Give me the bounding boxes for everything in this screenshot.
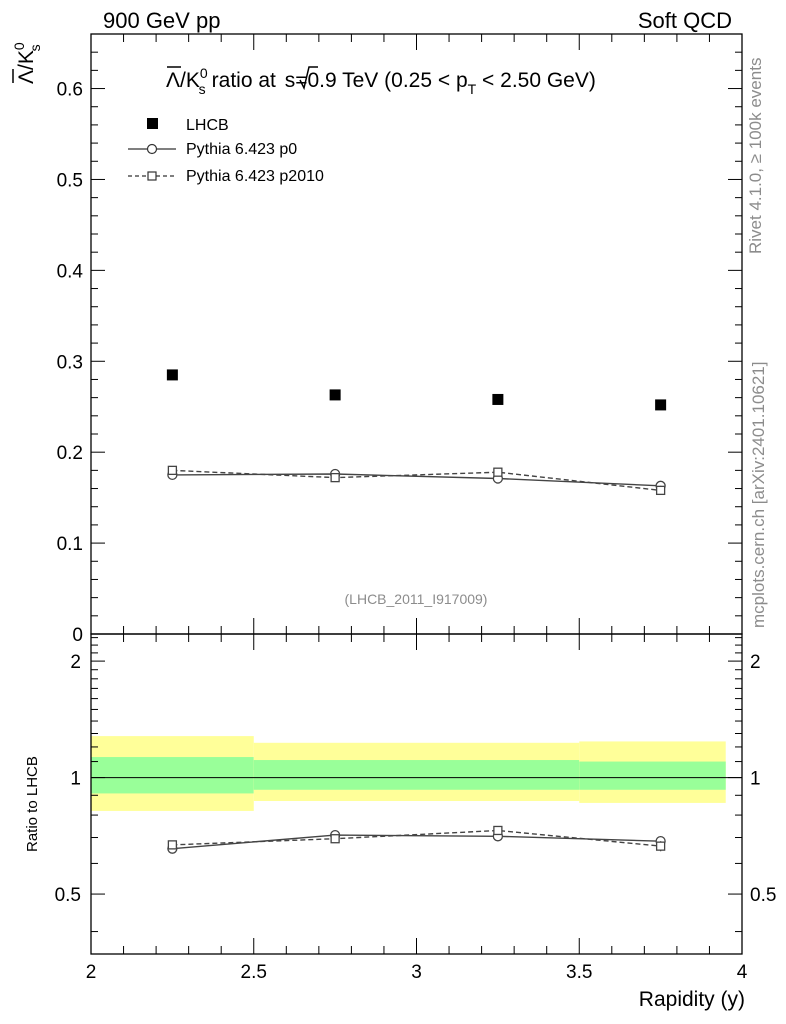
title-lambda: Λ [166,69,180,92]
title-energy: =0.9 TeV (0.25 < p [295,69,467,92]
legend-marker-lhcb [147,118,158,129]
ylabel-k-sub: s [27,44,43,51]
analysis-watermark: (LHCB_2011_I917009) [345,591,488,607]
title-sqrt-s: s [285,69,296,92]
main-ytick-label-0.2: 0.2 [57,443,83,464]
header-right: Soft QCD [638,8,732,33]
title-k-sup: 0 [200,65,208,81]
ratio-p2010-point [655,841,666,851]
main-ytick-label-0.4: 0.4 [57,261,84,282]
ratio-ytick-label-right-2: 2 [750,652,761,673]
title-ratio-text: ratio at [212,69,282,92]
lhcb-point [492,393,504,405]
band-inner-0 [91,757,254,794]
main-p2010-point [167,465,178,476]
main-ylabel: Λ/K0s [11,42,43,84]
ratio-p2010-point [330,834,340,844]
legend-marker-p0 [146,143,158,155]
xtick-label-2.5: 2.5 [241,962,267,983]
xtick-label-4: 4 [737,962,748,983]
legend-marker-p2010 [147,171,157,181]
ratio-ytick-label-right-1: 1 [750,769,761,790]
title-sqrt-sign [299,66,318,91]
main-p2010-point [655,485,666,496]
legend-label-lhcb: LHCB [186,117,229,134]
title-slash-k: /K [180,69,200,92]
main-ytick-label-0: 0 [72,625,83,646]
title-range-end: < 2.50 GeV) [476,69,596,92]
main-ytick-label-0.5: 0.5 [57,170,83,191]
legend-label-p2010: Pythia 6.423 p2010 [186,168,324,185]
ratio-p2010-point [167,840,178,850]
rivet-label: Rivet 4.1.0, ≥ 100k events [746,58,765,254]
ratio-ylabel: Ratio to LHCB [24,756,41,852]
lhcb-point [329,389,341,401]
main-p2010-point [330,472,340,483]
ratio-panel-frame [90,633,743,955]
lhcb-point [166,369,178,381]
lhcb-point [655,399,667,411]
ratio-p2010-point [493,825,503,836]
xtick-label-2: 2 [86,962,97,983]
ratio-p2010-line [172,829,661,847]
title-k-sub: s [199,81,206,97]
band-inner-2 [579,761,726,790]
main-title: Λ/K0 s ratio at s=0.9 TeV (0.25 < pT < 2.5… [166,65,596,97]
main-p2010-line [172,469,661,492]
main-ytick-label-0.1: 0.1 [57,534,83,555]
x-axis-label: Rapidity (y) [639,988,745,1011]
header-left: 900 GeV pp [103,8,220,33]
xtick-label-3: 3 [411,962,422,983]
band-inner-1 [253,760,580,790]
legend: LHCB Pythia 6.423 p0 Pythia 6.423 p2010 [128,117,324,185]
ratio-ytick-label-right-0.5: 0.5 [750,885,776,906]
title-pt-sub: T [468,81,477,97]
legend-label-p0: Pythia 6.423 p0 [186,141,297,158]
ylabel-k-sup: 0 [11,42,27,50]
mcplots-label: mcplots.cern.ch [arXiv:2401.10621] [749,362,768,628]
ratio-ytick-label-left-1: 1 [70,769,81,790]
ratio-ytick-label-left-2: 2 [70,652,81,673]
svg-text:Λ/K0s: Λ/K0s [11,42,43,84]
ylabel-lambda: Λ [15,70,38,84]
main-ytick-label-0.6: 0.6 [57,80,83,101]
main-p0-line [172,473,661,487]
ylabel-slash-k: /K [15,50,38,70]
main-p2010-point [493,467,503,477]
main-ytick-label-0.3: 0.3 [57,352,83,373]
ratio-ytick-label-left-0.5: 0.5 [55,885,81,906]
xtick-label-3.5: 3.5 [566,962,592,983]
